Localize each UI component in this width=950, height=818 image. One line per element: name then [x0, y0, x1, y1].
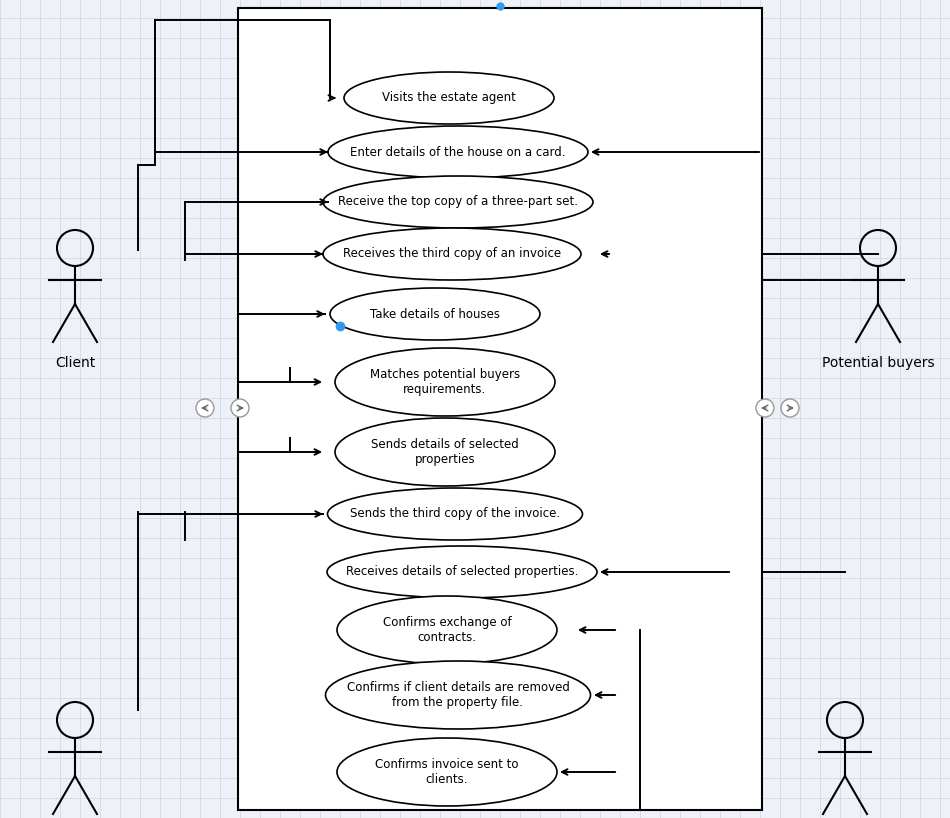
Text: Take details of houses: Take details of houses [370, 308, 500, 321]
Text: Sends details of selected
properties: Sends details of selected properties [371, 438, 519, 466]
Circle shape [196, 399, 214, 417]
Ellipse shape [335, 348, 555, 416]
Text: Matches potential buyers
requirements.: Matches potential buyers requirements. [370, 368, 520, 396]
Text: Confirms exchange of
contracts.: Confirms exchange of contracts. [383, 616, 511, 644]
Text: Sends the third copy of the invoice.: Sends the third copy of the invoice. [350, 507, 560, 520]
Ellipse shape [328, 126, 588, 178]
Circle shape [231, 399, 249, 417]
Ellipse shape [328, 488, 582, 540]
Ellipse shape [330, 288, 540, 340]
Ellipse shape [327, 546, 597, 598]
Text: Visits the estate agent: Visits the estate agent [382, 92, 516, 105]
Ellipse shape [326, 661, 591, 729]
Text: Receive the top copy of a three-part set.: Receive the top copy of a three-part set… [338, 196, 578, 209]
Text: Confirms if client details are removed
from the property file.: Confirms if client details are removed f… [347, 681, 569, 709]
Text: Confirms invoice sent to
clients.: Confirms invoice sent to clients. [375, 758, 519, 786]
Circle shape [756, 399, 774, 417]
Ellipse shape [337, 596, 557, 664]
Text: Enter details of the house on a card.: Enter details of the house on a card. [351, 146, 566, 159]
Circle shape [781, 399, 799, 417]
Ellipse shape [344, 72, 554, 124]
Text: Client: Client [55, 356, 95, 370]
Ellipse shape [323, 176, 593, 228]
Ellipse shape [323, 228, 581, 280]
Text: Receives the third copy of an invoice: Receives the third copy of an invoice [343, 248, 561, 260]
Ellipse shape [337, 738, 557, 806]
Ellipse shape [335, 418, 555, 486]
Text: Potential buyers: Potential buyers [822, 356, 934, 370]
Bar [238, 8, 762, 810]
Text: Receives details of selected properties.: Receives details of selected properties. [346, 565, 579, 578]
